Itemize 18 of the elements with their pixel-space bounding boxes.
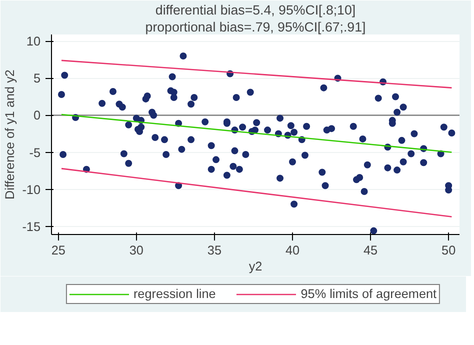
y-tick-label: 5	[33, 72, 41, 86]
x-tick-label: 25	[51, 244, 66, 258]
legend-label: 95% limits of agreement	[300, 287, 437, 301]
chart-subtitle: proportional bias=.79, 95%CI[.67;.91]	[145, 20, 366, 34]
x-tick-label: 45	[363, 244, 378, 258]
y-tick-label: -5	[29, 146, 41, 160]
chart-title: differential bias=5.4, 95%CI[.8;10]	[155, 2, 356, 18]
x-tick-label: 40	[285, 244, 300, 258]
legend-label: regression line	[133, 287, 216, 301]
y-tick-label: 10	[26, 34, 40, 49]
x-axis-title: y2	[248, 260, 262, 274]
y-tick-label: -15	[22, 220, 41, 234]
y-axis-title: Difference of y1 and y2	[3, 70, 18, 200]
x-tick-label: 50	[442, 244, 456, 258]
y-tick-label: 0	[33, 108, 41, 123]
x-tick-label: 30	[129, 244, 144, 258]
x-tick-label: 35	[207, 244, 222, 258]
y-tick-label: -10	[22, 182, 41, 197]
